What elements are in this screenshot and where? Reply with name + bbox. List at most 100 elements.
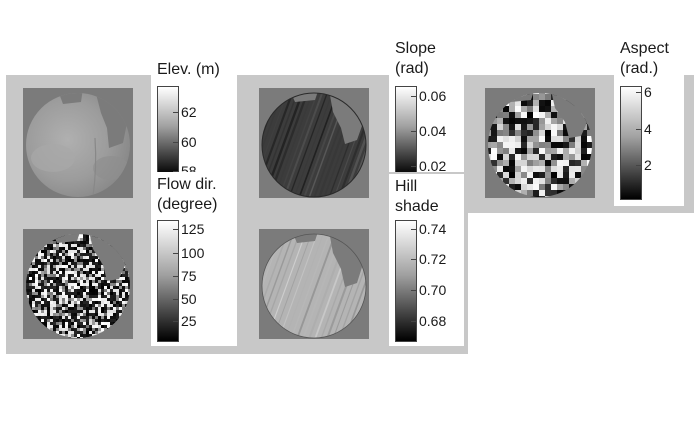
aspect-texture-cell [515,100,521,106]
flow-texture-cell [107,238,110,241]
aspect-texture-cell [503,196,509,197]
flow-texture-cell [50,265,53,268]
flow-texture-cell [35,295,38,298]
flow-texture-cell [44,289,47,292]
aspect-texture-cell [569,142,575,148]
flow-texture-cell [101,322,104,325]
flow-texture-cell [65,286,68,289]
flow-direction-tick-25: 25 [173,313,197,329]
flow-texture-cell [80,295,83,298]
aspect-texture-cell [539,124,545,130]
flow-texture-cell [44,262,47,265]
aspect-texture-cell [557,154,563,160]
flow-texture-cell [125,334,128,337]
aspect-texture-cell [581,160,587,166]
aspect-texture-cell [527,148,533,154]
flow-texture-cell [107,310,110,313]
aspect-texture-cell [593,160,595,166]
flow-texture-cell [95,331,98,334]
flow-texture-cell [104,331,107,334]
aspect-legend: Aspect (rad.) 6 4 2 [614,38,684,206]
flow-texture-cell [89,307,92,310]
flow-texture-cell [77,289,80,292]
flow-texture-cell [80,250,83,253]
flow-texture-cell [53,319,56,322]
aspect-texture-cell [539,106,545,112]
flow-texture-cell [116,334,119,337]
flow-texture-cell [83,286,86,289]
aspect-texture-cell [509,136,515,142]
flow-texture-cell [74,301,77,304]
aspect-texture-cell [539,160,545,166]
flow-texture-cell [65,241,68,244]
flow-texture-cell [125,295,128,298]
flow-texture-cell [38,292,41,295]
flow-texture-cell [38,280,41,283]
aspect-texture-cell [521,196,527,197]
flow-texture-cell [98,229,101,232]
flow-texture-cell [116,322,119,325]
flow-texture-cell [128,295,130,298]
flow-texture-cell [53,274,56,277]
flow-texture-cell [26,307,29,310]
flow-texture-cell [38,298,41,301]
flow-texture-cell [83,247,86,250]
flow-texture-cell [26,235,29,238]
flow-texture-cell [131,265,133,268]
flow-texture-cell [125,283,128,286]
flow-texture-cell [86,319,89,322]
flow-texture-cell [68,283,71,286]
flow-texture-cell [104,316,107,319]
flow-texture-cell [92,259,95,262]
flow-texture-cell [80,235,83,238]
elevation-raster-svg [26,93,130,197]
flow-texture-cell [74,325,77,328]
flow-texture-cell [89,295,92,298]
aspect-texture-cell [545,160,551,166]
aspect-texture-cell [503,154,509,160]
flow-texture-cell [26,271,29,274]
flow-texture-cell [101,280,104,283]
flow-texture-cell [92,286,95,289]
flow-texture-cell [74,331,77,334]
flow-notch [51,234,81,243]
flow-texture-cell [32,295,35,298]
flow-texture-cell [62,244,65,247]
flow-texture-cell [131,229,133,232]
flow-texture-cell [98,319,101,322]
flow-texture-cell [77,301,80,304]
aspect-texture-cell [569,136,575,142]
flow-texture-cell [41,319,44,322]
aspect-texture-cell [593,118,595,124]
flow-texture-cell [122,310,125,313]
flow-texture-cell [38,319,41,322]
hill-shade-legend-title-line1: Hill [395,178,418,195]
flow-texture-cell [128,337,130,338]
flow-texture-cell [77,262,80,265]
flow-texture-cell [59,262,62,265]
flow-texture-cell [23,235,26,238]
aspect-texture-cell [497,130,503,136]
flow-texture-cell [83,262,86,265]
flow-texture-cell [38,283,41,286]
aspect-texture-cell [593,172,595,178]
aspect-texture-cell [521,142,527,148]
flow-texture-cell [32,283,35,286]
aspect-texture-cell [593,196,595,198]
flow-texture-cell [83,331,86,334]
flow-texture-cell [107,304,110,307]
flow-texture-cell [41,247,44,250]
flow-texture-cell [26,256,29,259]
flow-texture-cell [104,229,107,232]
flow-texture-cell [68,295,71,298]
flow-texture-cell [26,265,29,268]
flow-texture-cell [59,283,62,286]
flow-direction-legend-title-line2: (degree) [157,196,218,213]
aspect-texture-cell [557,172,563,178]
flow-texture-cell [74,247,77,250]
slope-texture-stripe [333,93,366,197]
flow-texture-cell [56,325,59,328]
flow-texture-cell [32,229,35,232]
flow-texture-cell [74,307,77,310]
aspect-texture-cell [581,148,587,154]
